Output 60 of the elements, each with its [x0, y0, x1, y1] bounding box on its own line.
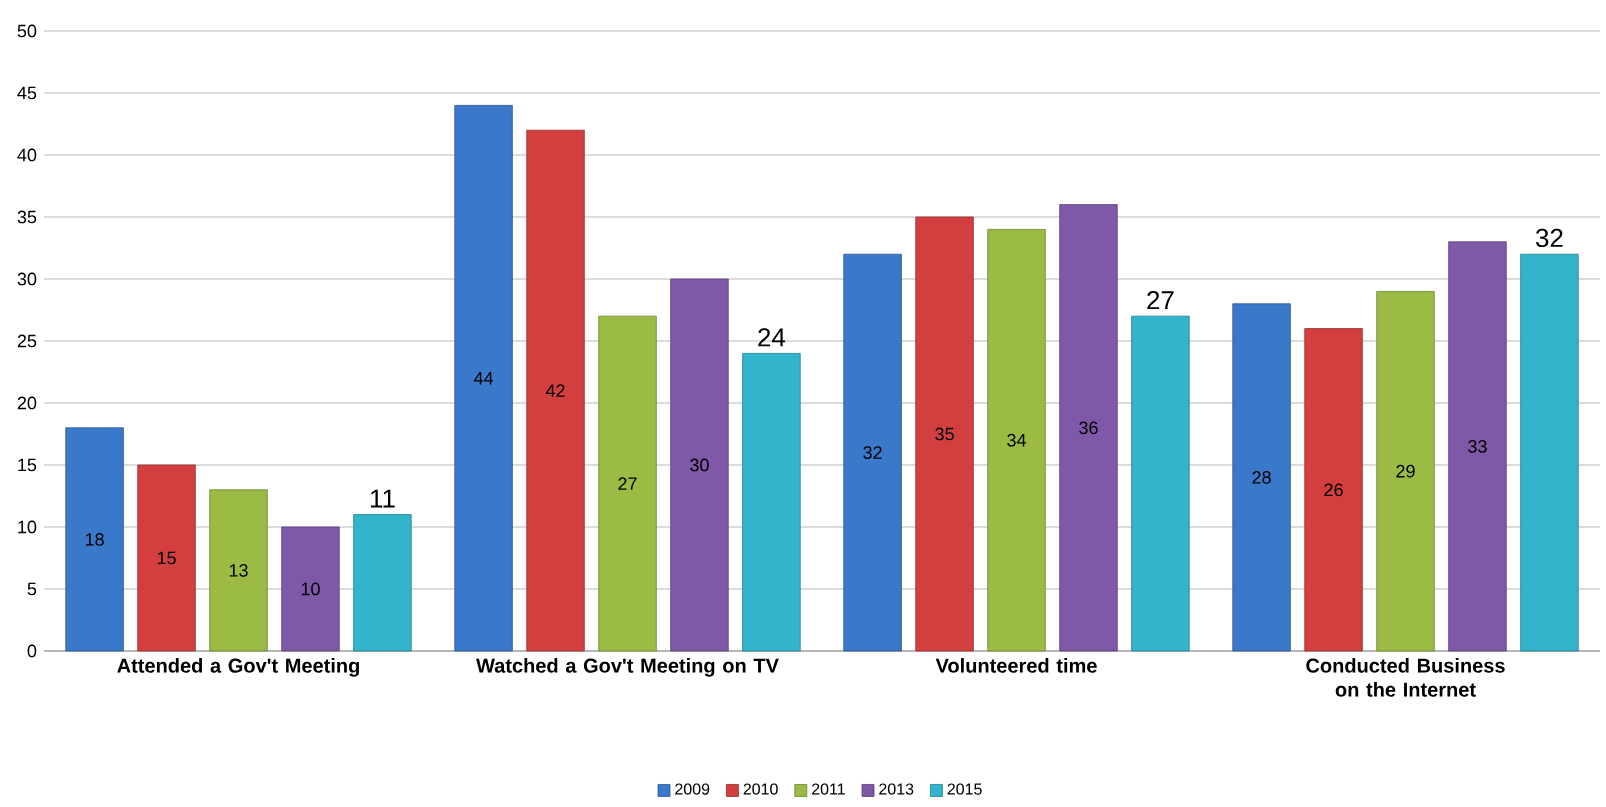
- data-label: 34: [1007, 433, 1026, 447]
- bar: [843, 253, 902, 652]
- y-tick-label: 10: [18, 520, 37, 534]
- bar: [1131, 315, 1190, 652]
- bar: [670, 278, 729, 652]
- y-tick-label: 20: [17, 396, 37, 410]
- data-label: 42: [545, 384, 565, 397]
- data-label: 10: [301, 582, 320, 596]
- bar: [454, 104, 513, 652]
- data-label: 27: [1147, 290, 1174, 310]
- x-tick-label: Conducted Business on the Internet: [1306, 658, 1505, 697]
- bar: [209, 489, 268, 652]
- bar: [598, 315, 657, 652]
- data-label: 28: [1252, 471, 1271, 484]
- bar: [1232, 303, 1291, 652]
- data-label: 26: [1324, 483, 1343, 497]
- y-tick-label: 25: [17, 334, 37, 348]
- legend-label: 2011: [812, 783, 845, 795]
- y-tick-label: 15: [18, 458, 37, 472]
- y-tick-label: 30: [17, 272, 37, 286]
- bar: [1059, 204, 1118, 652]
- legend-label: 2009: [675, 783, 710, 795]
- data-label: 11: [370, 489, 395, 508]
- bar: [742, 352, 801, 652]
- bar: [281, 526, 340, 652]
- data-label: 13: [229, 564, 248, 577]
- x-tick-label: Watched a Gov't Meeting on TV: [476, 658, 779, 677]
- legend-label: 2013: [879, 783, 914, 795]
- bar: [1520, 253, 1579, 652]
- data-label: 35: [935, 427, 954, 441]
- y-tick-label: 40: [17, 148, 37, 162]
- legend-label: 2015: [947, 783, 982, 795]
- data-label: 32: [863, 446, 882, 459]
- data-label: 30: [690, 458, 709, 472]
- y-tick-label: 50: [17, 24, 37, 38]
- legend-label: 2010: [743, 783, 778, 795]
- bar: [353, 514, 412, 652]
- data-label: 36: [1079, 421, 1098, 435]
- data-label: 29: [1396, 464, 1415, 478]
- data-label: 18: [85, 533, 104, 546]
- bar: [65, 427, 124, 652]
- x-tick-label: Volunteered time: [935, 658, 1097, 673]
- bar: [526, 129, 585, 652]
- bar: [137, 464, 196, 652]
- data-label: 24: [758, 328, 786, 347]
- bar: [1448, 241, 1507, 652]
- data-label: 33: [1468, 440, 1487, 453]
- data-label: 32: [1535, 228, 1563, 248]
- data-label: 15: [157, 551, 176, 565]
- y-tick-label: 0: [27, 644, 37, 658]
- y-tick-label: 35: [17, 210, 37, 224]
- bar: [987, 228, 1046, 652]
- bar: [1304, 328, 1363, 652]
- data-label: 27: [618, 477, 637, 490]
- x-tick-label: Attended a Gov't Meeting: [117, 658, 359, 677]
- y-tick-label: 5: [27, 582, 37, 596]
- bar: [1376, 290, 1435, 652]
- data-label: 44: [473, 371, 494, 385]
- y-tick-label: 45: [17, 86, 37, 100]
- bar: [915, 216, 974, 652]
